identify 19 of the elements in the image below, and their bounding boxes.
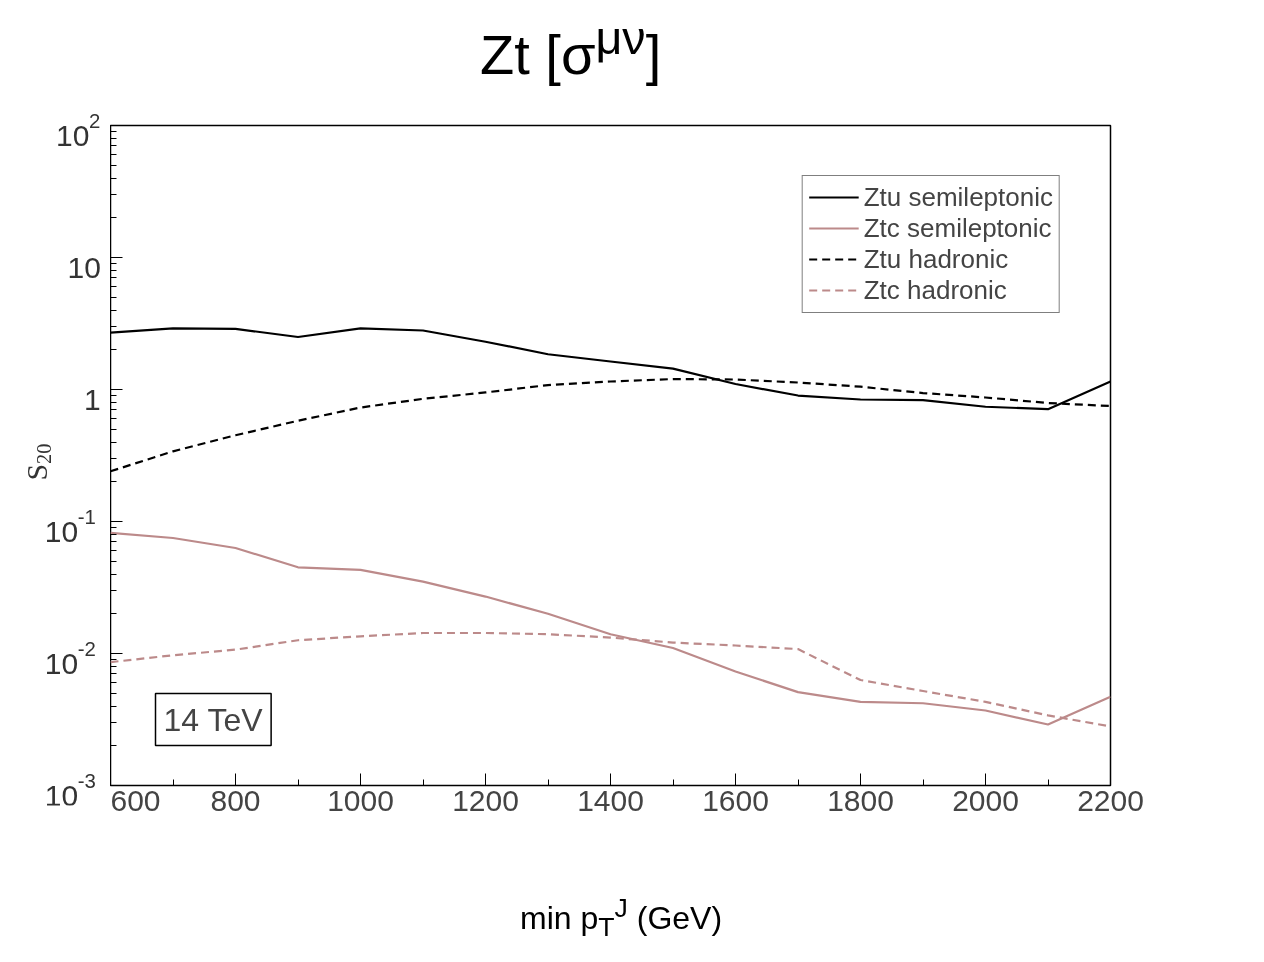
y-axis-title: S20	[19, 443, 55, 481]
legend-label: Ztu semileptonic	[863, 181, 1053, 213]
chart-title: Zt [σ$^{μν}$]	[480, 12, 662, 86]
x-tick-label: 600	[110, 783, 161, 817]
x-tick-label: 800	[210, 783, 261, 817]
y-tick-label: 1	[84, 382, 101, 416]
x-tick-label: 2200	[1077, 783, 1144, 817]
x-tick-label: 1000	[327, 783, 394, 817]
y-tick-label: 10	[67, 250, 101, 284]
legend-label: Ztc hadronic	[863, 274, 1007, 306]
legend-label: Ztu hadronic	[863, 243, 1009, 275]
x-tick-label: 1400	[577, 783, 644, 817]
x-tick-label: 1800	[827, 783, 894, 817]
x-tick-label: 1200	[452, 783, 519, 817]
legend-label: Ztc semileptonic	[863, 212, 1052, 244]
x-tick-label: 2000	[952, 783, 1019, 817]
annotation: 14 TeV	[163, 701, 264, 738]
x-tick-label: 1600	[702, 783, 769, 817]
x-axis-title: min p$_{T}$$^{J}$ (GeV)	[520, 893, 723, 943]
